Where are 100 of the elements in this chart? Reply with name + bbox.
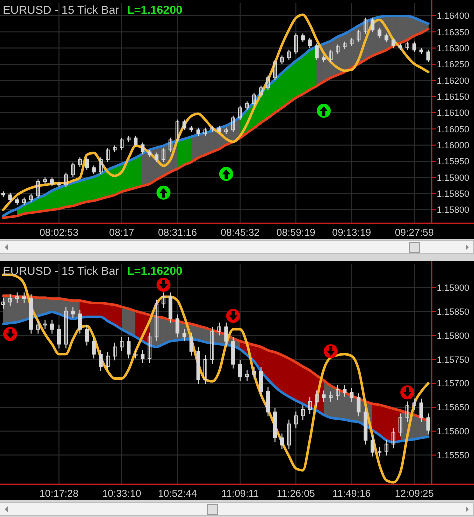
candlestick [71,306,76,320]
y-tick-label: 1.16350 [437,27,470,38]
candlestick [154,152,159,163]
candlestick [384,440,389,456]
candlestick [426,413,430,436]
candlestick [273,59,278,81]
candlestick [154,299,159,342]
x-tick-label: 08:59:19 [276,228,316,239]
candlestick [8,294,12,308]
y-tick-label: 1.16400 [437,11,470,22]
x-tick-label: 08:02:53 [40,228,80,239]
candlestick [343,384,347,398]
candlestick [176,119,180,143]
candlestick [356,393,361,418]
y-tick-label: 1.15750 [437,354,470,365]
candlestick [350,388,354,403]
candlestick [329,391,333,403]
candlestick [78,157,82,168]
candlestick [120,137,124,151]
candlestick [99,350,103,372]
x-tick-label: 10:33:10 [102,489,142,500]
candlestick [426,49,430,64]
candlestick [266,75,270,91]
candlestick [2,297,6,310]
y-tick-label: 1.15650 [437,402,470,413]
chart-subtitle: L=1.16200 [127,266,183,278]
candlestick [245,370,250,382]
line-series [2,274,430,484]
x-tick-label: 11:09:11 [222,489,260,500]
candlestick [113,342,117,362]
candlestick [259,366,264,396]
candlestick [252,366,256,380]
candlestick [232,336,236,370]
y-tick-label: 1.16000 [437,140,470,151]
candlestick [322,390,326,403]
candlestick [99,157,103,175]
candlestick [336,44,340,55]
x-tick-label: 08:45:32 [220,228,260,239]
y-tick-label: 1.15900 [437,172,470,183]
chart-title: EURUSD - 15 Tick Bar [3,5,120,17]
candlestick [127,336,131,360]
candlestick [336,384,340,401]
candlestick [78,309,82,334]
candlestick [412,398,416,411]
candlestick [315,43,319,61]
candlestick [148,332,152,364]
candlestick [370,17,375,33]
candlestick [287,419,292,450]
y-tick-label: 1.15850 [437,306,470,317]
candlestick [85,324,89,346]
candlestick [392,37,396,49]
y-tick-label: 1.15800 [437,330,470,341]
y-tick-label: 1.15950 [437,156,470,167]
candlestick [50,319,54,334]
candlestick [224,322,228,346]
candlestick [294,411,298,430]
candlestick [182,328,187,342]
candlestick [64,306,68,350]
candlestick [308,37,312,49]
candlestick [280,433,284,450]
y-tick-label: 1.16250 [437,60,470,70]
candlestick [182,119,187,131]
y-tick-label: 1.15900 [437,283,470,294]
x-tick-label: 10:17:28 [40,489,80,500]
candlestick [412,41,416,53]
candlestick [392,428,396,450]
y-tick-label: 1.15850 [437,189,470,200]
candlestick [140,142,145,155]
y-tick-label: 1.16150 [437,92,470,102]
candlestick [8,192,12,203]
candlestick [22,292,26,304]
candlestick [162,292,166,309]
candlestick [378,446,382,458]
candlestick [140,350,145,364]
x-tick-label: 08:17 [109,228,135,239]
x-tick-label: 11:49:16 [332,489,372,500]
candlestick [329,49,333,63]
candlestick [120,336,124,352]
y-tick-label: 1.15700 [437,378,470,389]
candlestick [315,390,319,407]
candlestick [106,352,110,372]
x-tick-label: 08:31:16 [158,228,198,239]
x-tick-label: 09:13:19 [332,228,372,239]
chart-title: EURUSD - 15 Tick Bar [3,266,120,278]
y-tick-label: 1.16100 [437,108,470,118]
candlestick [259,85,264,98]
candlestick [176,314,180,338]
candlestick [210,326,214,364]
x-tick-label: 09:27:59 [395,228,434,239]
x-tick-label: 11:26:05 [277,489,316,500]
candlestick [162,147,166,163]
candlestick [308,396,312,415]
chart-subtitle: L=1.16200 [127,5,183,17]
candlestick [134,135,138,148]
y-tick-label: 1.16200 [437,76,470,86]
y-tick-label: 1.15550 [437,450,470,460]
candlestick [398,413,403,438]
candlestick [364,17,368,35]
y-tick-label: 1.16300 [437,43,470,54]
candlestick [168,137,173,153]
